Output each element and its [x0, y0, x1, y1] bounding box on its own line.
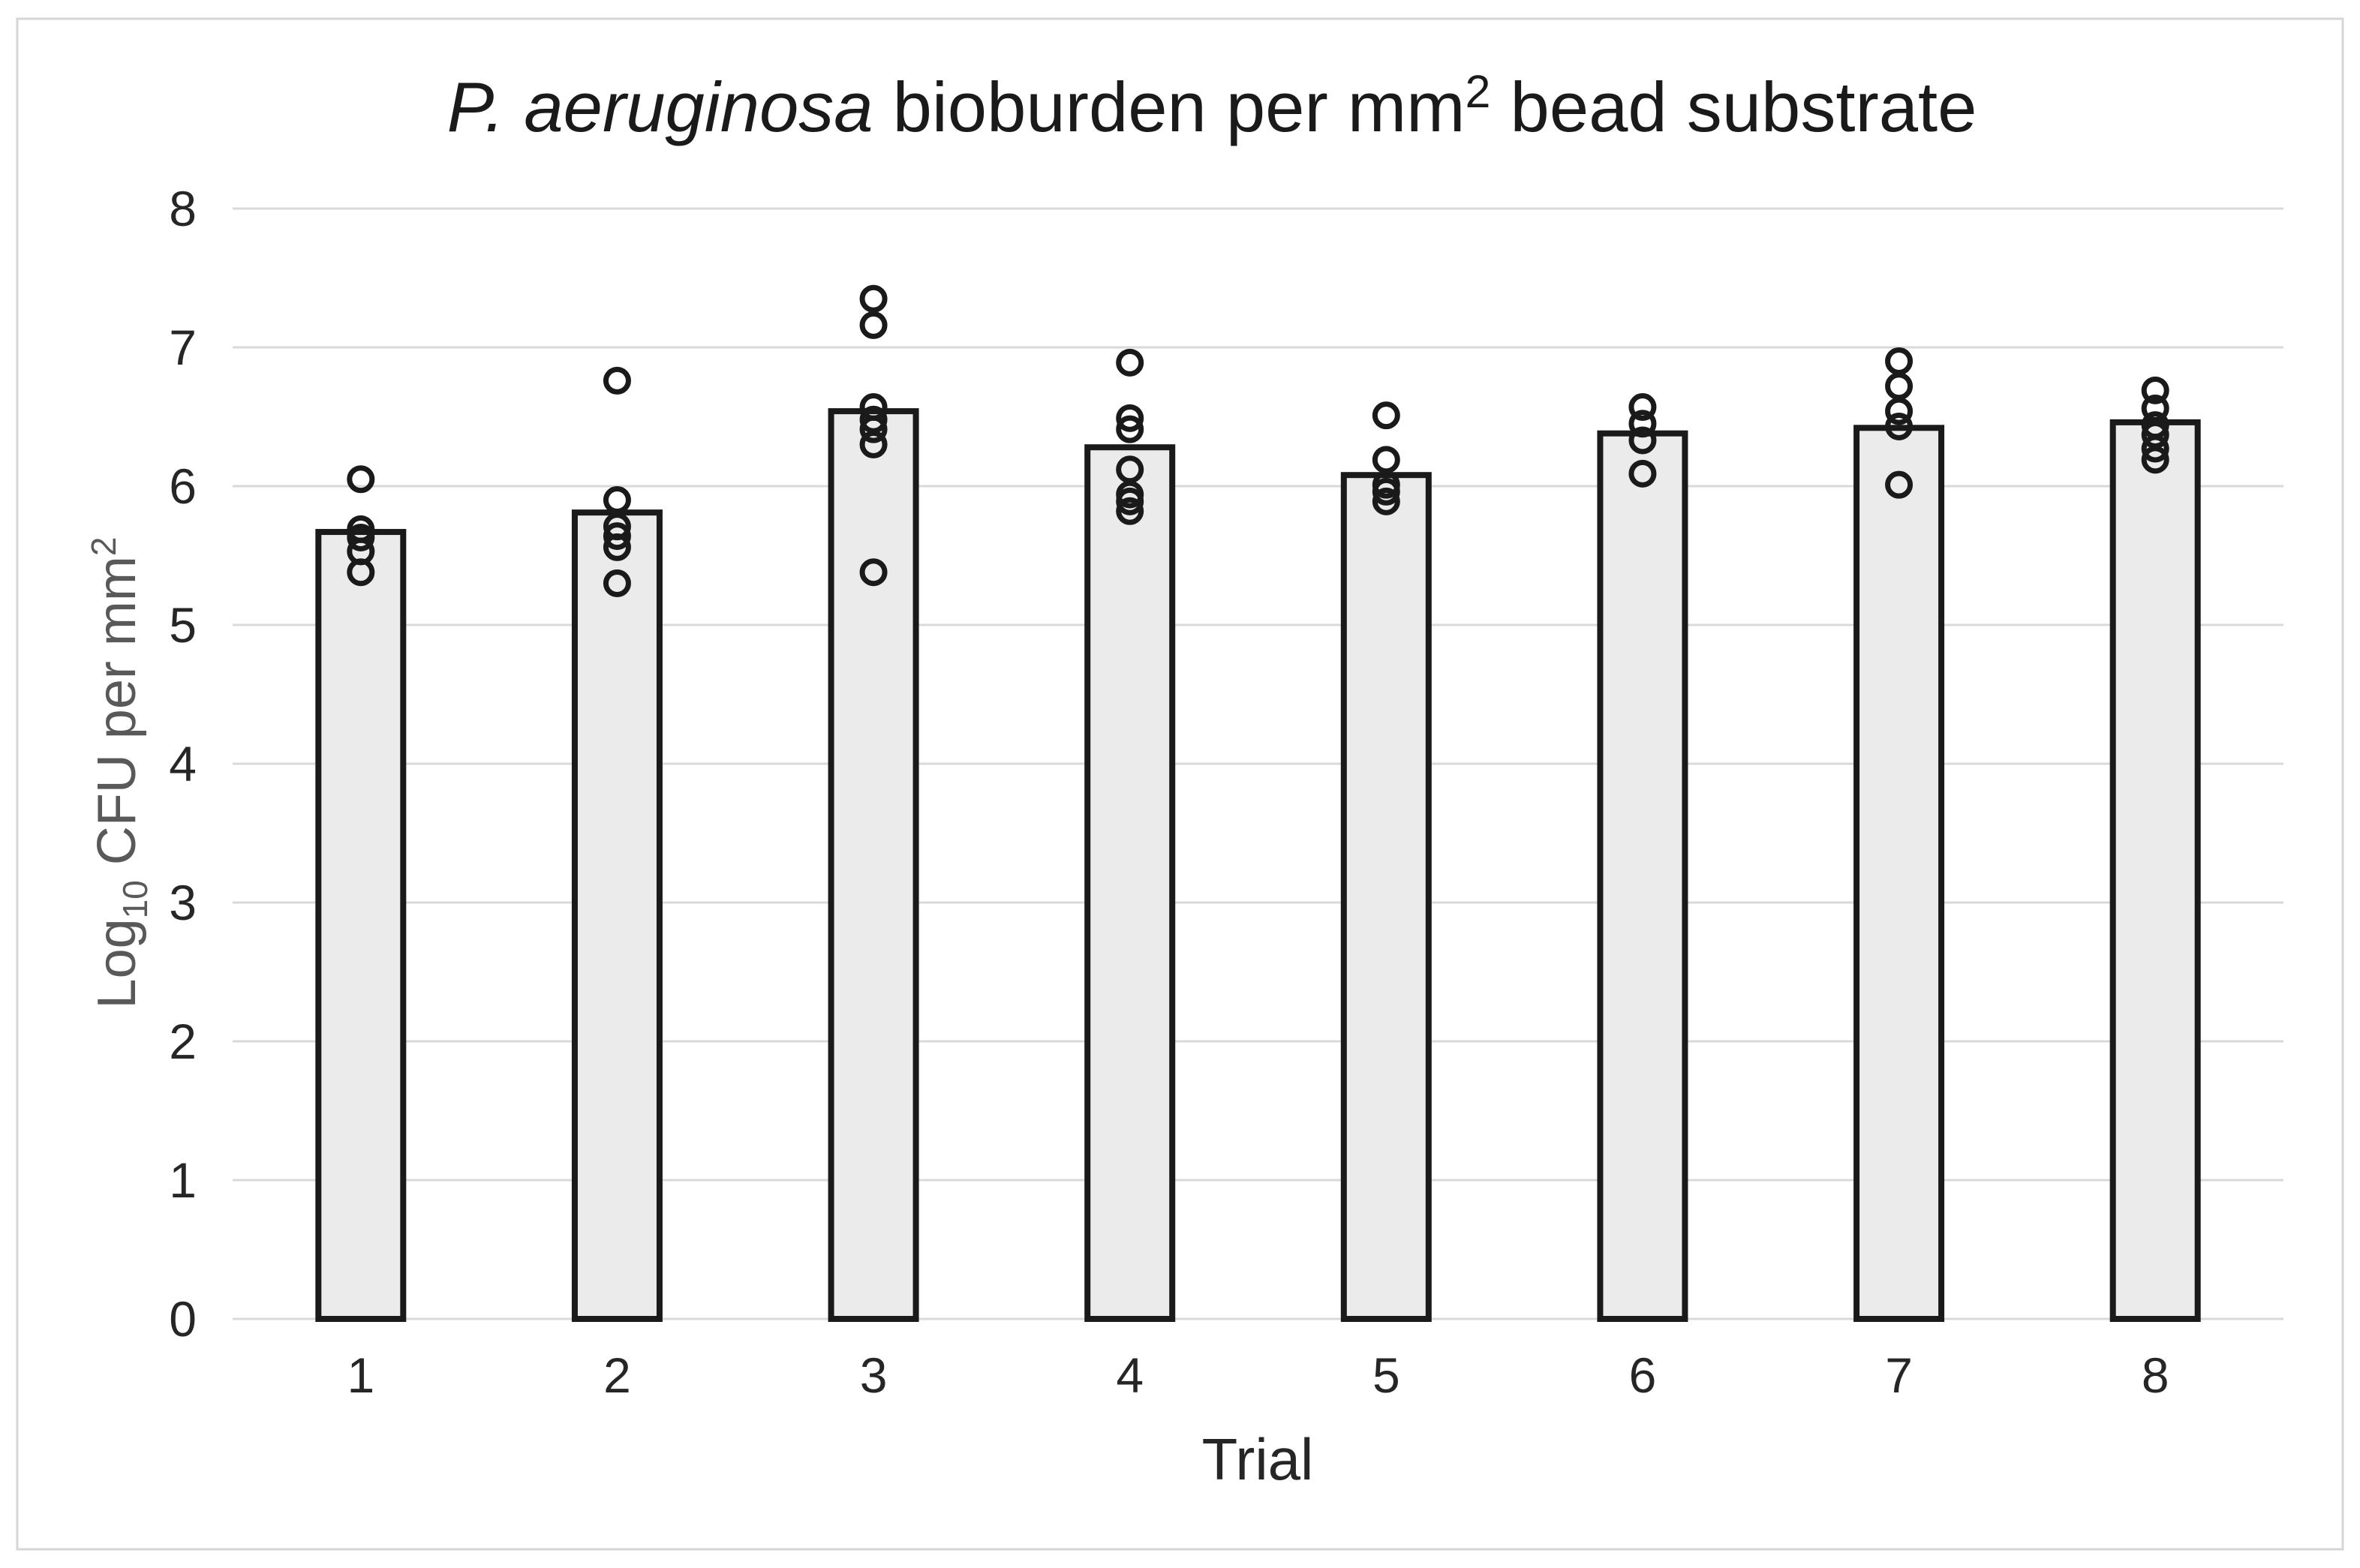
data-point — [1116, 487, 1144, 515]
x-tick-label: 1 — [347, 1347, 374, 1403]
data-point — [1885, 347, 1914, 375]
data-point — [2141, 446, 2169, 474]
data-point — [1628, 393, 1657, 422]
data-point — [347, 558, 375, 587]
bar — [315, 529, 407, 1322]
data-point — [1885, 470, 1914, 499]
y-tick-label: 3 — [169, 875, 197, 930]
data-point — [1116, 404, 1144, 432]
data-point — [1372, 477, 1400, 506]
data-point — [603, 486, 631, 514]
x-tick-label: 6 — [1629, 1347, 1657, 1403]
bar — [1853, 425, 1945, 1322]
y-tick-label: 0 — [169, 1291, 197, 1347]
bar — [1597, 430, 1688, 1323]
data-point — [1372, 446, 1400, 474]
data-point — [603, 366, 631, 395]
data-point — [859, 311, 888, 339]
x-tick-label: 8 — [2142, 1347, 2169, 1403]
figure-border-frame — [16, 17, 2344, 1551]
data-points-group — [347, 284, 2169, 597]
data-point — [1116, 497, 1144, 525]
data-point — [1885, 412, 1914, 440]
data-point — [1372, 401, 1400, 430]
y-tick-label: 2 — [169, 1014, 197, 1069]
data-point — [859, 415, 888, 443]
x-tick-label: 4 — [1116, 1347, 1144, 1403]
bar — [828, 408, 919, 1322]
data-point — [1885, 397, 1914, 425]
bar — [1340, 472, 1432, 1323]
data-point — [1116, 415, 1144, 443]
data-point — [859, 558, 888, 587]
data-point — [603, 522, 631, 551]
data-point — [603, 569, 631, 597]
y-tick-label: 6 — [169, 458, 197, 514]
x-tick-label: 5 — [1372, 1347, 1400, 1403]
bar — [571, 509, 663, 1322]
data-point — [347, 465, 375, 494]
bars-group — [315, 408, 2201, 1323]
x-tick-label: 7 — [1885, 1347, 1913, 1403]
bar — [1084, 444, 1176, 1323]
bar — [2109, 419, 2201, 1322]
x-axis-title: Trial — [1202, 1426, 1314, 1492]
y-tick-label: 1 — [169, 1152, 197, 1208]
y-tick-label: 8 — [169, 181, 197, 236]
data-point — [859, 431, 888, 458]
data-point — [1885, 372, 1914, 401]
data-point — [859, 284, 888, 313]
x-axis-tick-labels: 1 2 3 4 5 6 7 8 — [347, 1347, 2169, 1403]
data-point — [1628, 426, 1657, 455]
data-point — [2141, 434, 2169, 463]
y-tick-label: 4 — [169, 736, 197, 792]
x-tick-label: 2 — [603, 1347, 631, 1403]
y-axis-tick-labels: 0 1 2 3 4 5 6 7 8 — [169, 181, 197, 1347]
gridlines — [233, 207, 2283, 1320]
y-axis-title: Log10 CFU per mm2 — [84, 537, 155, 1009]
y-tick-label: 7 — [169, 320, 197, 375]
data-point — [1116, 348, 1144, 377]
data-point — [347, 523, 375, 551]
data-point — [2141, 376, 2169, 404]
data-point — [603, 533, 631, 561]
data-point — [1628, 459, 1657, 488]
data-point — [2141, 394, 2169, 422]
y-tick-label: 5 — [169, 597, 197, 653]
data-point — [1628, 410, 1657, 438]
data-point — [1372, 487, 1400, 515]
x-tick-label: 3 — [860, 1347, 888, 1403]
chart-title: P. aeruginosa bioburden per mm2 bead sub… — [447, 66, 1977, 146]
